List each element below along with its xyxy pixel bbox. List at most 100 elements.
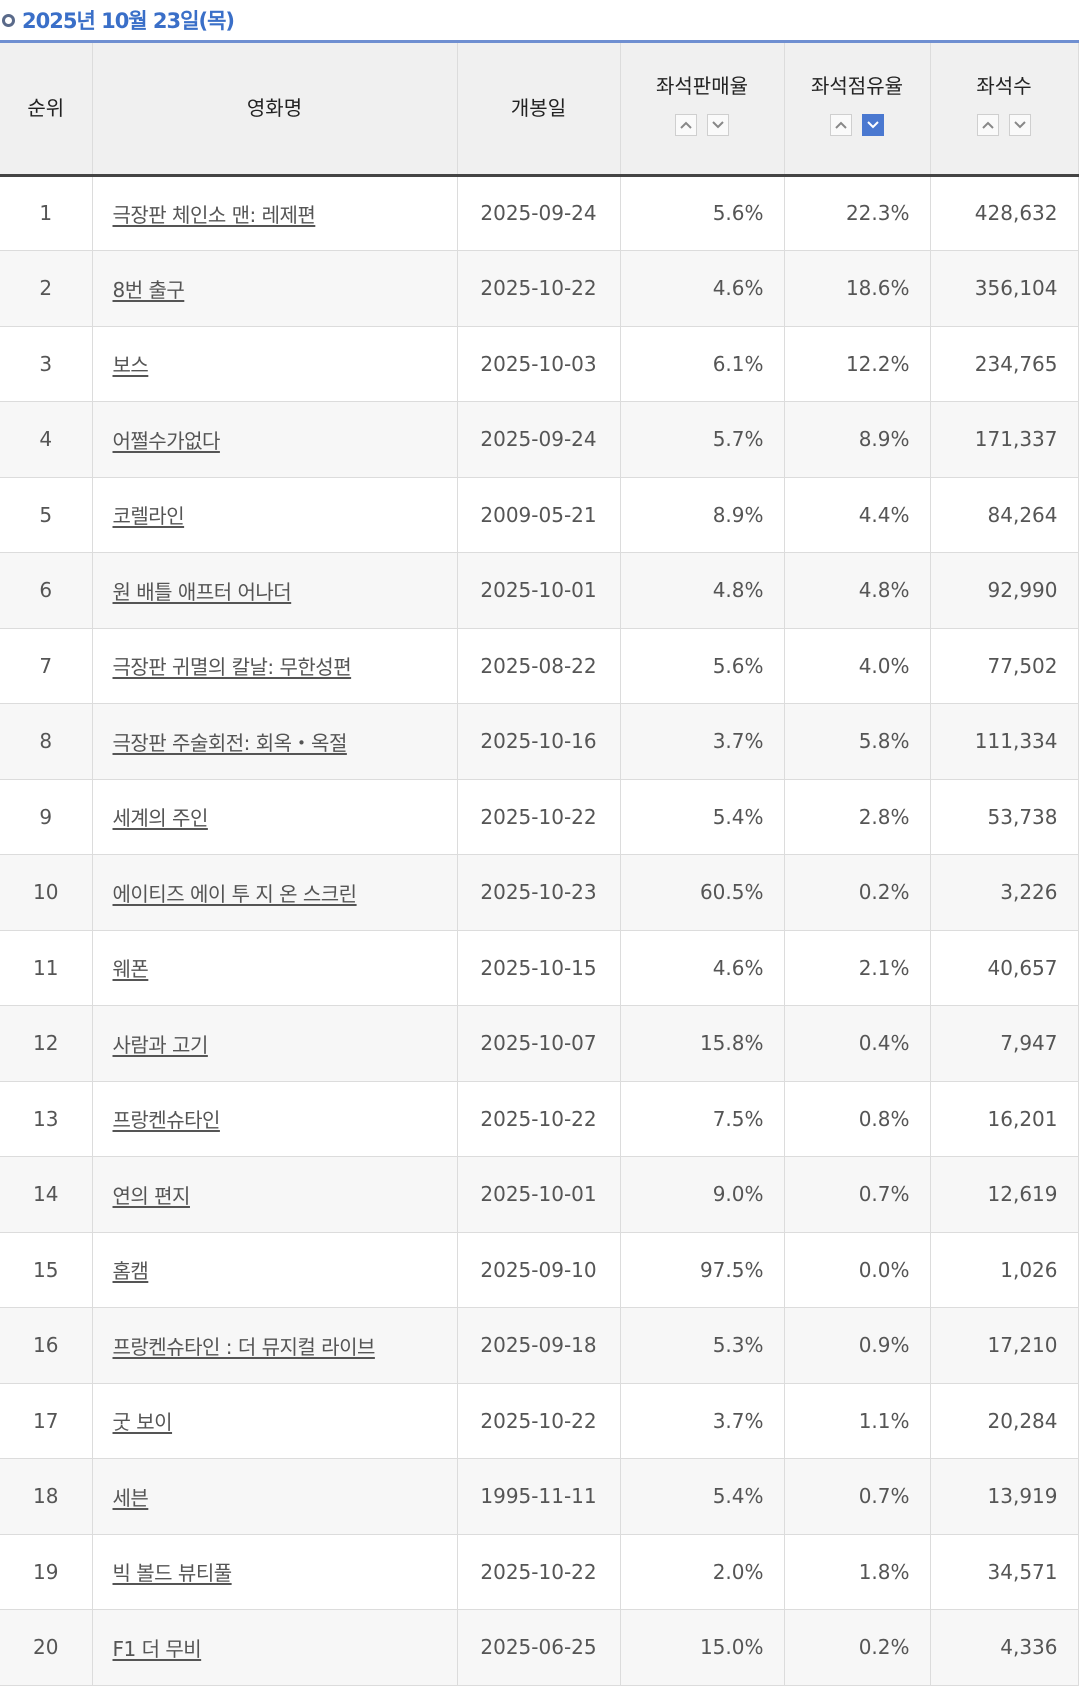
movie-title-link[interactable]: 사람과 고기: [112, 1032, 209, 1057]
release-date-cell: 2025-10-22: [457, 1081, 621, 1157]
rank-cell: 7: [0, 628, 93, 704]
rank-cell: 17: [0, 1383, 93, 1459]
table-body: 1 극장판 체인소 맨: 레제편 2025-09-24 5.6% 22.3% 428,63…: [0, 175, 1079, 1685]
movie-title-link[interactable]: 어쩔수가없다: [112, 428, 221, 453]
seat-occupancy-rate-cell: 4.0%: [784, 628, 931, 704]
movie-title-link[interactable]: 세계의 주인: [112, 806, 209, 831]
movie-title-link[interactable]: 프랑켄슈타인: [112, 1108, 221, 1133]
release-date-cell: 2025-10-01: [457, 1156, 621, 1232]
chevron-up-icon: [982, 121, 994, 129]
seat-occupancy-rate-cell: 2.1%: [784, 930, 931, 1006]
movie-title-link[interactable]: 8번 출구: [112, 277, 185, 302]
release-date-cell: 2025-10-03: [457, 326, 621, 402]
seat-sales-rate-cell: 5.6%: [620, 175, 785, 251]
release-date-cell: 2025-10-16: [457, 703, 621, 779]
date-header: 2025년 10월 23일(목): [0, 0, 1080, 40]
movie-title-link[interactable]: 프랑켄슈타인 : 더 뮤지컬 라이브: [112, 1334, 376, 1359]
movie-title-link[interactable]: 세븐: [112, 1485, 149, 1510]
seat-sales-rate-cell: 4.6%: [620, 250, 785, 326]
movie-title-cell: 프랑켄슈타인: [92, 1081, 458, 1157]
release-date-cell: 2009-05-21: [457, 477, 621, 553]
seat-occupancy-rate-cell: 8.9%: [784, 401, 931, 477]
movie-title-cell: 굿 보이: [92, 1383, 458, 1459]
release-date-cell: 2025-09-10: [457, 1232, 621, 1308]
seat-sales-rate-cell: 5.4%: [620, 1458, 785, 1534]
seat-count-cell: 428,632: [930, 175, 1079, 251]
release-date-cell: 2025-10-01: [457, 552, 621, 628]
rank-cell: 16: [0, 1307, 93, 1383]
seat-occupancy-rate-cell: 12.2%: [784, 326, 931, 402]
seat-count-cell: 12,619: [930, 1156, 1079, 1232]
movie-title-link[interactable]: 보스: [112, 353, 149, 378]
seat-sales-rate-cell: 60.5%: [620, 854, 785, 930]
release-date-cell: 2025-10-22: [457, 1383, 621, 1459]
seat-occupancy-rate-cell: 5.8%: [784, 703, 931, 779]
table-row: 5 코렐라인 2009-05-21 8.9% 4.4% 84,264: [0, 477, 1079, 553]
seat-count-cell: 20,284: [930, 1383, 1079, 1459]
movie-title-link[interactable]: 홈캠: [112, 1259, 149, 1284]
seat-sales-rate-cell: 3.7%: [620, 1383, 785, 1459]
rank-cell: 15: [0, 1232, 93, 1308]
movie-title-link[interactable]: 원 배틀 애프터 어나더: [112, 579, 292, 604]
movie-title-cell: 코렐라인: [92, 477, 458, 553]
seat-count-cell: 234,765: [930, 326, 1079, 402]
seats-sort-asc-button[interactable]: [977, 114, 999, 137]
occupancy-rate-sort-asc-button[interactable]: [830, 114, 852, 137]
sales-rate-sort-controls: [621, 114, 784, 137]
occupancy-rate-sort-controls: [785, 114, 930, 137]
seat-occupancy-rate-cell: 0.9%: [784, 1307, 931, 1383]
movie-title-link[interactable]: 극장판 체인소 맨: 레제편: [112, 202, 316, 227]
rank-cell: 3: [0, 326, 93, 402]
date-title: 2025년 10월 23일(목): [22, 9, 235, 33]
table-row: 12 사람과 고기 2025-10-07 15.8% 0.4% 7,947: [0, 1005, 1079, 1081]
release-date-cell: 2025-06-25: [457, 1609, 621, 1685]
movie-title-cell: 프랑켄슈타인 : 더 뮤지컬 라이브: [92, 1307, 458, 1383]
movie-title-link[interactable]: 에이티즈 에이 투 지 온 스크린: [112, 881, 358, 906]
movie-title-link[interactable]: 빅 볼드 뷰티풀: [112, 1561, 233, 1586]
seat-occupancy-rate-cell: 18.6%: [784, 250, 931, 326]
chevron-down-icon: [867, 121, 879, 129]
movie-title-cell: 사람과 고기: [92, 1005, 458, 1081]
sales-rate-sort-asc-button[interactable]: [675, 114, 697, 137]
seat-occupancy-rate-cell: 22.3%: [784, 175, 931, 251]
movie-title-cell: 어쩔수가없다: [92, 401, 458, 477]
seat-sales-rate-cell: 3.7%: [620, 703, 785, 779]
release-date-cell: 2025-10-22: [457, 1534, 621, 1610]
rank-cell: 4: [0, 401, 93, 477]
seat-occupancy-rate-cell: 2.8%: [784, 779, 931, 855]
column-header-release: 개봉일: [457, 43, 621, 177]
movie-title-link[interactable]: 연의 편지: [112, 1183, 191, 1208]
seat-sales-rate-cell: 8.9%: [620, 477, 785, 553]
table-row: 9 세계의 주인 2025-10-22 5.4% 2.8% 53,738: [0, 779, 1079, 855]
rank-cell: 18: [0, 1458, 93, 1534]
seat-sales-rate-cell: 5.7%: [620, 401, 785, 477]
seat-occupancy-rate-cell: 0.4%: [784, 1005, 931, 1081]
table-row: 18 세븐 1995-11-11 5.4% 0.7% 13,919: [0, 1458, 1079, 1534]
movie-title-cell: 극장판 체인소 맨: 레제편: [92, 175, 458, 251]
seat-occupancy-rate-cell: 1.1%: [784, 1383, 931, 1459]
occupancy-rate-sort-desc-button[interactable]: [862, 114, 884, 137]
movie-title-link[interactable]: 웨폰: [112, 957, 149, 982]
table-row: 3 보스 2025-10-03 6.1% 12.2% 234,765: [0, 326, 1079, 402]
table-header-row: 순위 영화명 개봉일 좌석판매율: [0, 43, 1079, 177]
rank-cell: 20: [0, 1609, 93, 1685]
seats-sort-desc-button[interactable]: [1009, 114, 1031, 137]
seat-count-cell: 13,919: [930, 1458, 1079, 1534]
seat-count-cell: 40,657: [930, 930, 1079, 1006]
release-date-cell: 2025-08-22: [457, 628, 621, 704]
table-row: 15 홈캠 2025-09-10 97.5% 0.0% 1,026: [0, 1232, 1079, 1308]
movie-title-cell: 극장판 주술회전: 회옥・옥절: [92, 703, 458, 779]
column-header-seats: 좌석수: [930, 43, 1079, 177]
chevron-up-icon: [835, 121, 847, 129]
movie-title-link[interactable]: 극장판 주술회전: 회옥・옥절: [112, 730, 348, 755]
seat-count-cell: 4,336: [930, 1609, 1079, 1685]
movie-title-cell: 에이티즈 에이 투 지 온 스크린: [92, 854, 458, 930]
movie-title-link[interactable]: F1 더 무비: [112, 1636, 202, 1661]
sales-rate-sort-desc-button[interactable]: [707, 114, 729, 137]
movie-title-link[interactable]: 굿 보이: [112, 1410, 173, 1435]
movie-title-link[interactable]: 극장판 귀멸의 칼날: 무한성편: [112, 655, 352, 680]
seat-occupancy-rate-cell: 0.2%: [784, 854, 931, 930]
movie-title-link[interactable]: 코렐라인: [112, 504, 185, 529]
seat-sales-rate-cell: 7.5%: [620, 1081, 785, 1157]
table-row: 8 극장판 주술회전: 회옥・옥절 2025-10-16 3.7% 5.8% 111,33…: [0, 703, 1079, 779]
